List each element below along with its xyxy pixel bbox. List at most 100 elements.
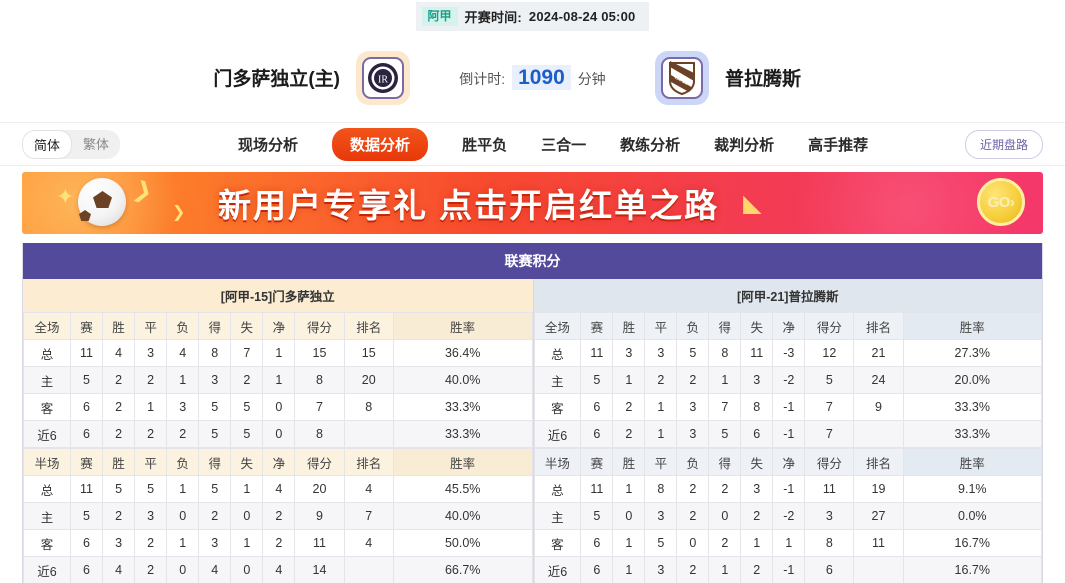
cell-goals-for: 3 <box>198 366 232 394</box>
cell-points: 8 <box>294 420 345 448</box>
col-rank: 排名 <box>343 312 394 340</box>
tab-live-analysis[interactable]: 现场分析 <box>238 136 299 154</box>
cell-rank: 8 <box>343 393 394 421</box>
club-crest-platense-icon: CAP <box>661 56 703 99</box>
cell-draw: 2 <box>134 556 168 583</box>
row-scope-label: 总 <box>533 339 582 367</box>
cell-draw: 2 <box>644 366 678 394</box>
cell-rank <box>853 420 904 448</box>
col-win: 胜 <box>102 448 136 476</box>
tab-data-analysis[interactable]: 数据分析 <box>332 127 429 161</box>
cell-goals-against: 2 <box>230 366 264 394</box>
cell-loss: 2 <box>676 366 710 394</box>
home-fulltime-table: 全场 赛 胜 平 负 得 失 净 得分 排名 胜率 总 11 4 3 4 8 7 1 15 15 3… <box>23 312 533 448</box>
home-team-stats: [阿甲-15]门多萨独立 全场 赛 胜 平 负 得 失 净 得分 排名 胜率 总… <box>23 279 533 583</box>
cell-goals-for: 8 <box>708 339 742 367</box>
lang-traditional[interactable]: 繁体 <box>83 136 110 152</box>
tab-expert-picks[interactable]: 高手推荐 <box>808 136 869 154</box>
banner-go-button[interactable]: GO› <box>977 178 1025 226</box>
cell-loss: 0 <box>676 529 710 557</box>
col-goal-diff: 净 <box>262 448 296 476</box>
cell-goal-diff: 0 <box>262 393 296 421</box>
table-row: 近6 6 2 2 2 5 5 0 8 33.3% <box>23 420 533 448</box>
tab-win-draw-lose[interactable]: 胜平负 <box>462 136 508 154</box>
cell-played: 6 <box>580 529 614 557</box>
col-scope: 半场 <box>23 448 71 476</box>
kickoff-pill: 阿甲 开赛时间: 2024-08-24 05:00 <box>415 2 650 31</box>
language-toggle[interactable]: 简体 繁体 <box>22 129 121 159</box>
col-goals-for: 得 <box>198 448 232 476</box>
col-loss: 负 <box>676 312 710 340</box>
cell-goals-against: 1 <box>230 529 264 557</box>
col-loss: 负 <box>676 448 710 476</box>
soccer-ball-icon <box>78 178 126 226</box>
away-team[interactable]: CAP 普拉腾斯 <box>655 50 1005 105</box>
cell-win-rate: 27.3% <box>902 339 1043 367</box>
cell-goals-for: 1 <box>708 366 742 394</box>
cell-goals-for: 5 <box>198 393 232 421</box>
cell-goals-against: 8 <box>740 393 774 421</box>
cell-goals-against: 3 <box>740 475 774 503</box>
cell-draw: 3 <box>644 339 678 367</box>
lang-simplified[interactable]: 简体 <box>22 129 73 159</box>
cell-loss: 1 <box>166 366 200 394</box>
row-scope-label: 客 <box>533 393 582 421</box>
cell-points: 7 <box>804 420 855 448</box>
tab-coach-analysis[interactable]: 教练分析 <box>620 136 681 154</box>
cell-goals-for: 2 <box>198 502 232 530</box>
cell-win-rate: 33.3% <box>902 393 1043 421</box>
banner-headline: 新用户专享礼 点击开启红单之路 ◣ <box>218 179 764 227</box>
col-scope: 全场 <box>533 312 582 340</box>
home-team[interactable]: 门多萨独立(主) IR <box>60 50 410 105</box>
table-row: 总 11 4 3 4 8 7 1 15 15 36.4% <box>23 339 533 367</box>
cell-played: 11 <box>69 475 104 503</box>
league-standings-panel: 联赛积分 [阿甲-15]门多萨独立 全场 赛 胜 平 负 得 失 净 得分 排名… <box>22 243 1043 583</box>
table-row: 总 11 3 3 5 8 11 -3 12 21 27.3% <box>533 339 1043 367</box>
cell-rank: 9 <box>853 393 904 421</box>
table-row: 近6 6 1 3 2 1 2 -1 6 16.7% <box>533 556 1043 583</box>
cell-win-rate: 16.7% <box>902 556 1043 583</box>
cell-win: 2 <box>612 420 646 448</box>
cell-win: 1 <box>612 475 646 503</box>
countdown-label: 倒计时: <box>459 70 506 87</box>
row-scope-label: 总 <box>23 475 71 503</box>
cell-goal-diff: 0 <box>262 420 296 448</box>
table-row: 客 6 1 5 0 2 1 1 8 11 16.7% <box>533 529 1043 557</box>
cell-goals-against: 1 <box>740 529 774 557</box>
home-crest-frame: IR <box>356 50 410 105</box>
cell-points: 5 <box>804 366 855 394</box>
col-win: 胜 <box>612 448 646 476</box>
cell-played: 6 <box>69 420 104 448</box>
cell-rank: 15 <box>343 339 394 367</box>
cell-win: 3 <box>612 339 646 367</box>
cell-win-rate: 20.0% <box>902 366 1043 394</box>
cell-goal-diff: 2 <box>262 502 296 530</box>
cell-goals-for: 2 <box>708 529 742 557</box>
cell-points: 11 <box>294 529 345 557</box>
cell-points: 15 <box>294 339 345 367</box>
table-row: 主 5 2 2 1 3 2 1 8 20 40.0% <box>23 366 533 394</box>
row-scope-label: 客 <box>23 393 71 421</box>
cell-played: 5 <box>69 502 104 530</box>
cell-played: 6 <box>580 393 614 421</box>
cell-win: 1 <box>612 556 646 583</box>
recent-odds-button[interactable]: 近期盘路 <box>964 129 1043 159</box>
cell-points: 8 <box>294 366 345 394</box>
table-header-row: 半场 赛 胜 平 负 得 失 净 得分 排名 胜率 <box>533 448 1043 476</box>
row-scope-label: 主 <box>23 366 71 394</box>
banner-tail-icon: ◣ <box>743 189 764 217</box>
col-points: 得分 <box>294 312 345 340</box>
promo-banner[interactable]: ✦ ❯ ❯ 新用户专享礼 点击开启红单之路 ◣ GO› <box>22 172 1043 234</box>
tab-three-in-one[interactable]: 三合一 <box>541 136 587 154</box>
cell-loss: 5 <box>676 339 710 367</box>
col-win-rate: 胜率 <box>902 448 1043 476</box>
col-points: 得分 <box>804 448 855 476</box>
cell-draw: 2 <box>134 529 168 557</box>
table-row: 客 6 2 1 3 7 8 -1 7 9 33.3% <box>533 393 1043 421</box>
col-played: 赛 <box>580 448 614 476</box>
cell-loss: 2 <box>676 502 710 530</box>
cell-goals-for: 5 <box>198 420 232 448</box>
tab-referee-analysis[interactable]: 裁判分析 <box>714 136 775 154</box>
cell-win: 4 <box>102 556 136 583</box>
col-draw: 平 <box>134 448 168 476</box>
